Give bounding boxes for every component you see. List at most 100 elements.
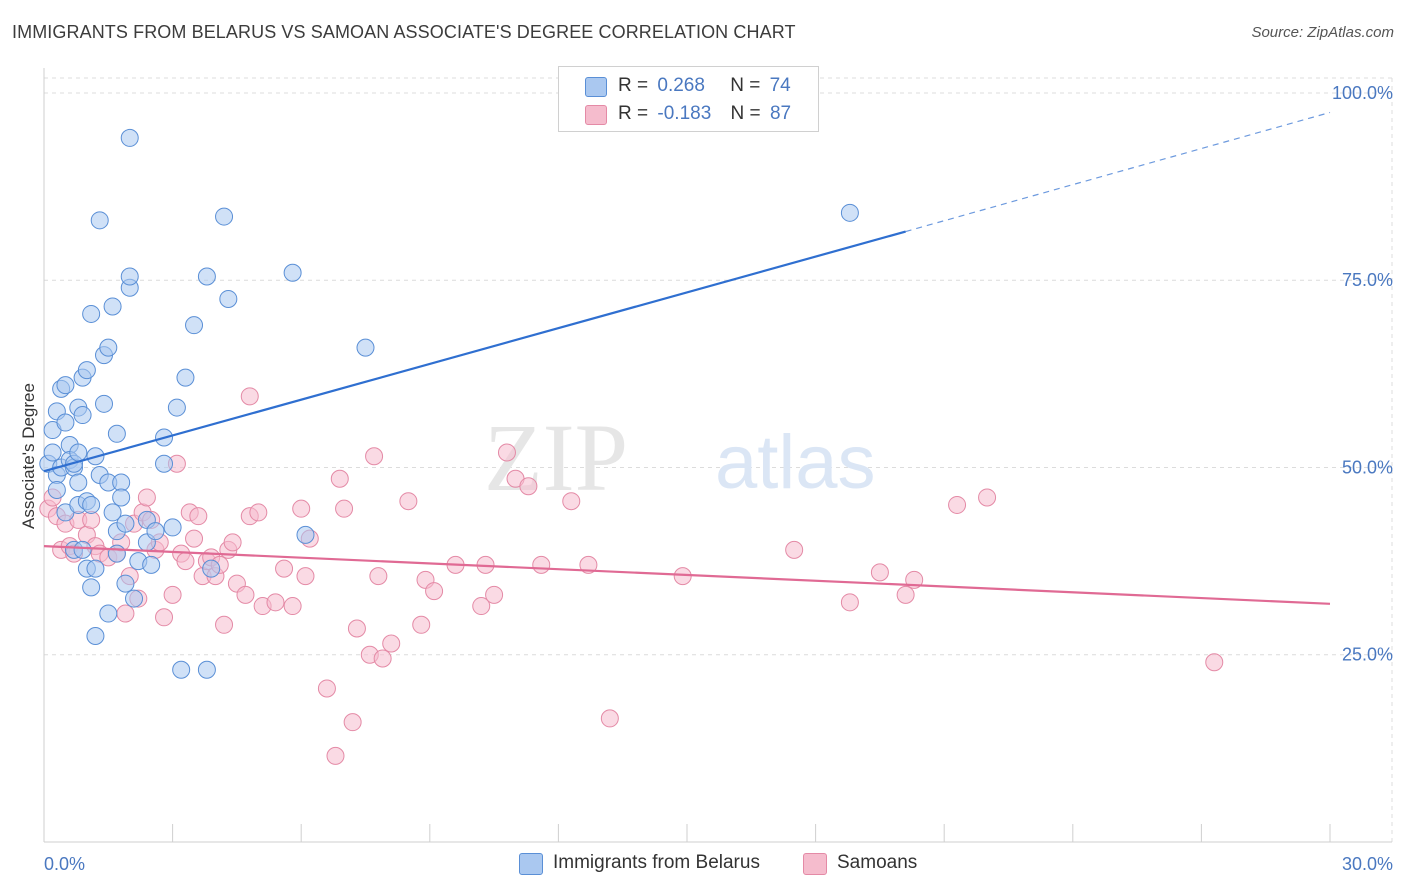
belarus-point <box>86 627 105 646</box>
samoans-point <box>275 559 294 578</box>
samoans-point <box>497 443 516 462</box>
belarus-point <box>163 518 182 537</box>
legend-swatch-pink <box>803 853 827 875</box>
legend-swatch-pink <box>585 105 607 125</box>
samoans-point <box>840 593 859 612</box>
belarus-point <box>185 316 204 335</box>
belarus-point <box>197 267 216 286</box>
belarus-point <box>99 338 118 357</box>
belarus-point <box>73 540 92 559</box>
chart-title: IMMIGRANTS FROM BELARUS VS SAMOAN ASSOCI… <box>12 22 796 42</box>
belarus-point <box>95 394 114 413</box>
samoans-point <box>326 746 345 765</box>
samoans-point <box>137 488 156 507</box>
belarus-point <box>112 488 131 507</box>
samoans-point <box>896 585 915 604</box>
samoans-point <box>948 495 967 514</box>
samoans-point <box>399 492 418 511</box>
belarus-point <box>107 424 126 443</box>
belarus-point <box>56 413 75 432</box>
belarus-point <box>215 207 234 226</box>
samoans-point <box>343 713 362 732</box>
samoans-point <box>116 604 135 623</box>
samoans-point <box>369 567 388 586</box>
samoans-point <box>562 492 581 511</box>
belarus-point <box>125 589 144 608</box>
y-tick-label: 25.0% <box>1342 645 1393 665</box>
belarus-point <box>172 660 191 679</box>
legend-label-samoans: Samoans <box>837 852 918 873</box>
samoans-point <box>373 649 392 668</box>
stats-legend: R = 0.268 N = 74 R = -0.183 N = 87 <box>558 66 819 132</box>
trend-lines <box>43 111 1331 605</box>
samoans-point <box>223 533 242 552</box>
samoans-point <box>155 608 174 627</box>
samoans-point <box>236 585 255 604</box>
samoans-point <box>365 447 384 466</box>
samoans-points <box>39 387 1224 765</box>
watermark-atlas: atlas <box>715 420 876 505</box>
belarus-point <box>69 443 88 462</box>
belarus-point <box>103 297 122 316</box>
watermark: ZIP atlas <box>484 404 876 511</box>
y-tick-label: 75.0% <box>1342 270 1393 290</box>
samoans-point <box>870 563 889 582</box>
samoans-point <box>176 552 195 571</box>
samoans-point <box>249 503 268 522</box>
belarus-point <box>86 559 105 578</box>
y-tick-label: 50.0% <box>1342 457 1393 477</box>
samoans-point <box>347 619 366 638</box>
samoans-point <box>785 540 804 559</box>
samoans-point <box>215 615 234 634</box>
belarus-point <box>296 525 315 544</box>
samoans-point <box>382 634 401 653</box>
belarus-point <box>112 473 131 492</box>
samoans-point <box>330 469 349 488</box>
belarus-point <box>69 473 88 492</box>
belarus-point <box>82 304 101 323</box>
legend-r-label: R = <box>618 103 649 124</box>
legend-r-label: R = <box>618 75 649 96</box>
samoans-point <box>579 555 598 574</box>
samoans-point <box>82 510 101 529</box>
samoans-point <box>335 499 354 518</box>
belarus-point <box>142 555 161 574</box>
legend-n-value: 87 <box>769 103 792 124</box>
belarus-point <box>90 211 109 230</box>
samoans-point <box>600 709 619 728</box>
samoans-point <box>292 499 311 518</box>
legend-n-value: 74 <box>769 75 791 96</box>
belarus-trend-line <box>43 230 906 473</box>
belarus-point <box>197 660 216 679</box>
belarus-point <box>167 398 186 417</box>
legend-swatch-blue <box>585 77 607 97</box>
samoans-point <box>283 597 302 616</box>
belarus-point <box>176 368 195 387</box>
y-tick-label: 100.0% <box>1332 83 1393 103</box>
samoans-point <box>485 585 504 604</box>
belarus-point <box>107 544 126 563</box>
samoans-point <box>532 555 551 574</box>
samoans-point <box>472 597 491 616</box>
belarus-point <box>82 578 101 597</box>
belarus-point <box>43 443 62 462</box>
samoans-point <box>1205 653 1224 672</box>
belarus-point <box>356 338 375 357</box>
belarus-point <box>116 574 135 593</box>
belarus-point <box>116 514 135 533</box>
belarus-point <box>120 267 139 286</box>
belarus-point <box>77 361 96 380</box>
belarus-point <box>47 480 66 499</box>
legend-r-value: 0.268 <box>657 75 705 96</box>
x-tick-label: 30.0% <box>1342 854 1393 874</box>
belarus-trend-extension <box>905 111 1331 233</box>
samoans-trend-line <box>43 545 1331 605</box>
belarus-point <box>120 128 139 147</box>
belarus-point <box>219 289 238 308</box>
belarus-point <box>82 495 101 514</box>
samoans-point <box>163 585 182 604</box>
samoans-point <box>266 593 285 612</box>
samoans-point <box>240 387 259 406</box>
samoans-point <box>978 488 997 507</box>
